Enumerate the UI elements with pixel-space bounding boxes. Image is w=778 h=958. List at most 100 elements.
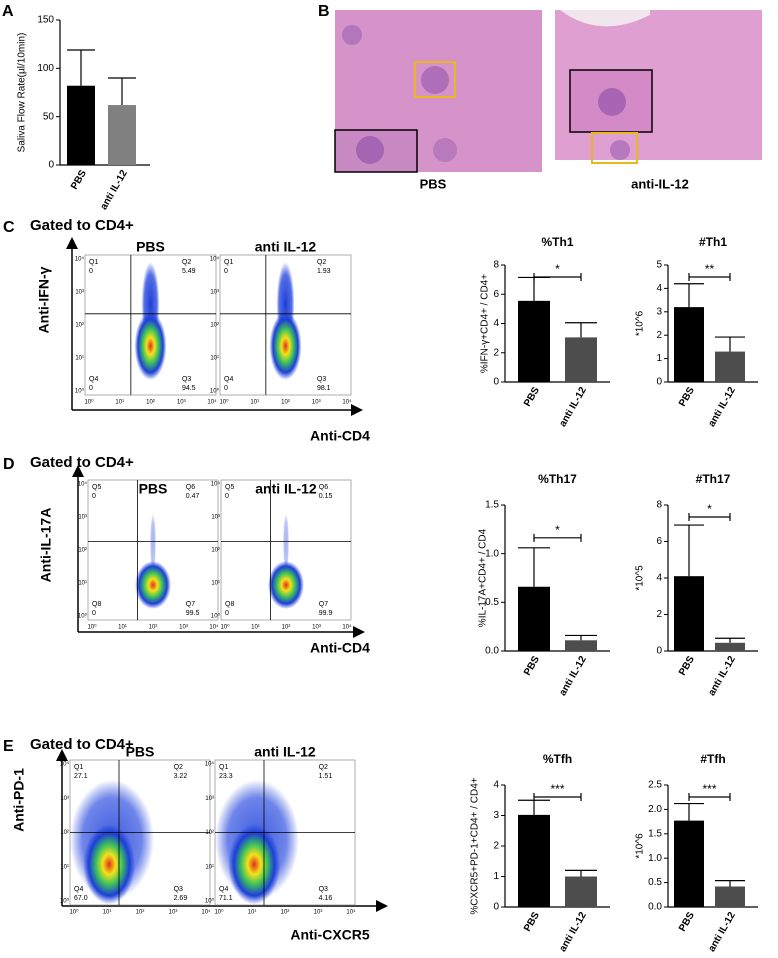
y-axis-label: %IL-17A+CD4+ / CD4: [478, 528, 489, 627]
quadrant-name: Q1: [224, 259, 233, 266]
y-axis-label: *10^6: [635, 310, 646, 336]
quadrant-value: 98.1: [317, 385, 331, 392]
quadrant-name: Q4: [219, 886, 228, 893]
flow-plot-title: PBS: [139, 481, 168, 497]
log-tick-label: 10³: [210, 290, 219, 296]
y-tick-label: 5: [656, 260, 662, 271]
bar: [518, 300, 550, 382]
log-tick-label: 10⁰: [220, 624, 230, 631]
chart-title: %Th1: [541, 235, 573, 249]
significance-label: *: [555, 262, 560, 276]
x-tick-label: anti IL-12: [557, 385, 589, 429]
x-tick-label: PBS: [522, 385, 542, 409]
log-tick-label: 10⁴: [205, 761, 215, 768]
flow-plot-title: anti IL-12: [254, 744, 316, 760]
quadrant-name: Q5: [92, 484, 101, 491]
log-tick-label: 10⁴: [209, 624, 219, 631]
y-tick-label: 2.5: [648, 780, 662, 791]
bar: [518, 814, 550, 907]
quadrant-value: 99.9: [319, 610, 333, 617]
log-tick-label: 10³: [312, 625, 321, 631]
quadrant-value: 0: [92, 493, 96, 500]
y-tick-label: 1.5: [648, 828, 662, 839]
quadrant-name: Q6: [186, 484, 195, 491]
y-axis-label: *10^5: [635, 565, 646, 591]
bar: [108, 105, 136, 165]
y-tick-label: 0: [493, 377, 499, 388]
y-tick-label: 1: [656, 353, 662, 364]
chart-title: %Th17: [538, 472, 577, 486]
flow-y-label: Anti-IL-17A: [38, 508, 54, 583]
x-tick-label: PBS: [677, 654, 697, 678]
gate-label: Gated to CD4+: [30, 454, 134, 471]
x-tick-label: anti IL-12: [98, 168, 130, 212]
log-tick-label: 10³: [179, 625, 188, 631]
flow-plot-title: anti IL-12: [255, 481, 317, 497]
log-tick-label: 10³: [205, 796, 214, 802]
cell-cluster: [135, 561, 171, 609]
log-tick-label: 10⁰: [78, 613, 88, 620]
flow-y-label: Anti-IFN-γ: [36, 266, 52, 333]
bar: [674, 576, 704, 651]
log-tick-label: 10³: [211, 515, 220, 521]
x-tick-label: anti IL-12: [557, 910, 589, 953]
quadrant-name: Q1: [89, 259, 98, 266]
log-tick-label: 10²: [281, 910, 290, 916]
quadrant-name: Q6: [319, 484, 328, 491]
y-axis-label: %IFN-γ+CD4+ / CD4+: [480, 274, 491, 373]
quadrant-name: Q7: [186, 601, 195, 608]
log-tick-label: 10²: [281, 400, 290, 406]
y-tick-label: 2: [656, 609, 662, 620]
bar: [67, 85, 95, 165]
significance-bracket: [533, 793, 582, 801]
y-axis-label: Saliva Flow Rate(µl/10min): [17, 33, 28, 153]
quadrant-value: 3.22: [174, 773, 188, 780]
quadrant-value: 0: [225, 493, 229, 500]
significance-bracket: [688, 513, 731, 521]
quadrant-name: Q2: [182, 259, 191, 266]
log-tick-label: 10⁰: [205, 898, 215, 905]
chart-title: #Tfh: [700, 752, 725, 766]
log-tick-label: 10¹: [251, 625, 260, 631]
histology-caption: PBS: [420, 176, 447, 191]
quadrant-value: 0: [89, 385, 93, 392]
quadrant-value: 0: [224, 268, 228, 275]
y-tick-label: 0.0: [485, 646, 499, 657]
significance-bracket: [533, 273, 582, 281]
y-tick-label: 2: [656, 330, 662, 341]
y-tick-label: 0.5: [648, 877, 662, 888]
log-tick-label: 10⁰: [75, 388, 85, 395]
y-tick-label: 1.5: [485, 500, 499, 511]
significance-label: ***: [550, 782, 564, 796]
log-tick-label: 10²: [211, 548, 220, 554]
y-tick-label: 1.0: [648, 853, 662, 864]
log-tick-label: 10⁰: [87, 624, 97, 631]
y-tick-label: 8: [493, 260, 499, 271]
quadrant-name: Q2: [319, 764, 328, 771]
log-tick-label: 10⁰: [84, 399, 94, 406]
gate-label: Gated to CD4+: [30, 736, 134, 753]
log-tick-label: 10⁰: [211, 613, 221, 620]
panel-letter: B: [318, 3, 330, 20]
y-axis-label: %CXCR5+PD-1+CD4+ / CD4+: [470, 777, 481, 914]
x-tick-label: PBS: [69, 168, 89, 192]
log-tick-label: 10³: [169, 910, 178, 916]
panel-letter: D: [3, 456, 15, 473]
log-tick-label: 10⁰: [69, 909, 79, 916]
log-tick-label: 10¹: [75, 356, 84, 362]
y-tick-label: 0: [48, 160, 54, 171]
log-tick-label: 10¹: [210, 356, 219, 362]
log-tick-label: 10²: [205, 830, 214, 836]
log-tick-label: 10⁴: [207, 399, 217, 406]
quadrant-name: Q8: [92, 601, 101, 608]
y-tick-label: 3: [656, 306, 662, 317]
panel-letter: E: [3, 738, 14, 755]
quadrant-name: Q3: [182, 376, 191, 383]
quadrant-value: 0.47: [186, 493, 200, 500]
log-tick-label: 10²: [78, 548, 87, 554]
log-tick-label: 10⁰: [214, 909, 224, 916]
y-tick-label: 1: [493, 871, 499, 882]
flow-plot-title: anti IL-12: [255, 239, 317, 255]
x-tick-label: PBS: [677, 385, 697, 409]
